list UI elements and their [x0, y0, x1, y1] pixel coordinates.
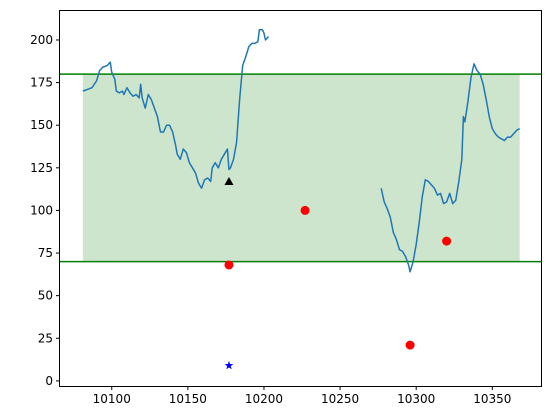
- y-tick-label: 0: [45, 374, 53, 388]
- x-tick-label: 10300: [397, 392, 435, 406]
- x-tick-label: 10250: [321, 392, 359, 406]
- y-tick-label: 100: [30, 203, 53, 217]
- x-tick-label: 10150: [169, 392, 207, 406]
- y-tick-label: 50: [38, 289, 53, 303]
- band-layer: [83, 74, 520, 262]
- marker-circle-0: [224, 260, 233, 269]
- marker-circle-2: [406, 341, 415, 350]
- marker-circle-1: [301, 206, 310, 215]
- marker-circle-3: [442, 237, 451, 246]
- shaded-band: [83, 74, 520, 262]
- y-tick-label: 75: [38, 246, 53, 260]
- y-tick-label: 200: [30, 33, 53, 47]
- y-tick-label: 125: [30, 161, 53, 175]
- x-tick-label: 10350: [473, 392, 511, 406]
- x-tick-label: 10200: [245, 392, 283, 406]
- y-tick-label: 150: [30, 118, 53, 132]
- y-tick-label: 25: [38, 331, 53, 345]
- y-tick-label: 175: [30, 76, 53, 90]
- x-tick-label: 10100: [93, 392, 131, 406]
